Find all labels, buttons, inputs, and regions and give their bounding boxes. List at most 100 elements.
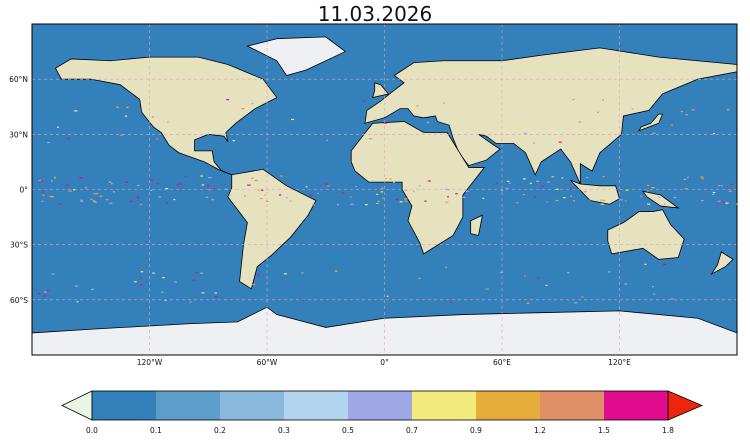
lat-label: 30°S (10, 241, 28, 250)
precip-cell (455, 193, 458, 195)
precip-cell (58, 203, 61, 205)
precip-cell (717, 185, 721, 187)
uk (372, 82, 390, 99)
precip-cell (376, 193, 379, 195)
precip-cell (646, 190, 649, 192)
precip-cell (201, 292, 205, 294)
precip-cell (302, 299, 305, 301)
precip-cell (522, 193, 525, 196)
precip-cell (161, 291, 164, 293)
lon-label: 120°E (608, 358, 631, 367)
precip-cell (109, 202, 113, 204)
precip-cell (301, 272, 304, 274)
precip-cell (465, 190, 469, 192)
precip-cell (67, 137, 70, 140)
precip-cell (700, 199, 704, 202)
precip-cell (56, 126, 59, 128)
precip-cell (251, 103, 254, 105)
precip-cell (663, 263, 667, 266)
australia (607, 209, 685, 260)
lat-label: 60°N (9, 75, 28, 84)
precip-cell (40, 180, 44, 182)
precip-cell (158, 196, 162, 198)
indonesia (570, 179, 620, 205)
precip-cell (700, 176, 704, 178)
precip-cell (572, 99, 575, 101)
precip-cell (105, 199, 109, 201)
precip-cell (179, 183, 182, 185)
colorbar-tick-label: 0.5 (342, 426, 354, 435)
precip-cell (124, 181, 129, 183)
precip-cell (441, 193, 444, 195)
precip-cell (482, 197, 485, 199)
precip-cell (424, 200, 427, 202)
precip-cell (309, 194, 313, 196)
precip-cell (712, 191, 716, 194)
precip-cell (536, 180, 540, 182)
precip-cell (404, 200, 408, 202)
precip-cell (47, 141, 50, 144)
precip-cell (195, 272, 199, 274)
precip-cell (37, 292, 41, 295)
precip-cell (136, 196, 139, 198)
map-title: 11.03.2026 (317, 2, 433, 26)
precip-cell (573, 200, 576, 202)
precip-cell (257, 189, 260, 191)
precip-cell (537, 277, 540, 279)
precip-cell (283, 273, 287, 275)
new-zealand (710, 251, 734, 276)
precip-cell (445, 266, 447, 269)
precip-cell (465, 185, 469, 187)
precip-cell (134, 281, 137, 283)
precip-cell (567, 272, 570, 274)
precip-cell (581, 296, 584, 298)
precip-cell (208, 177, 212, 179)
madagascar (470, 214, 483, 236)
precip-cell (670, 298, 674, 300)
precip-cell (658, 196, 661, 199)
precip-cell (726, 109, 730, 111)
precip-cell (547, 181, 551, 183)
precip-cell (380, 191, 384, 193)
precip-cell (673, 196, 676, 199)
colorbar-tick-label: 1.5 (598, 426, 610, 435)
precip-cell (280, 175, 284, 177)
precip-cell (152, 272, 155, 274)
precip-cell (586, 176, 588, 179)
precip-cell (683, 178, 687, 180)
precip-cell (447, 196, 449, 198)
precip-cell (326, 139, 328, 141)
precip-cell (213, 188, 216, 190)
precip-cell (625, 189, 629, 192)
precip-cell (149, 179, 154, 181)
lat-label: 30°N (9, 130, 28, 139)
precip-cell (449, 301, 453, 303)
precip-cell (720, 185, 723, 187)
precip-cell (404, 198, 408, 200)
precip-cell (91, 288, 95, 291)
precip-cell (74, 285, 79, 287)
colorbar: 0.0 0.1 0.2 0.3 0.5 0.7 0.9 1.2 1.5 1.8 (61, 390, 704, 435)
precip-cell (529, 182, 532, 184)
colorbar-segment (604, 391, 668, 420)
precip-cell (639, 195, 642, 197)
precip-cell (241, 108, 245, 110)
precip-cell (500, 190, 504, 192)
precip-cell (41, 191, 45, 193)
precip-cell (722, 201, 725, 203)
colorbar-segment (92, 391, 156, 420)
precip-cell (383, 122, 388, 124)
precip-cell (166, 121, 169, 123)
precip-cell (523, 132, 528, 135)
precip-cell (447, 189, 450, 191)
precip-cell (500, 271, 504, 273)
precip-cell (555, 199, 559, 202)
precip-cell (76, 301, 79, 303)
precip-cell (418, 277, 421, 280)
precip-cell (516, 202, 519, 204)
precip-cell (570, 188, 573, 190)
colorbar-tick-label: 0.7 (406, 426, 418, 435)
precip-cell (495, 182, 498, 184)
precip-cell (624, 200, 627, 202)
precip-cell (729, 183, 734, 185)
